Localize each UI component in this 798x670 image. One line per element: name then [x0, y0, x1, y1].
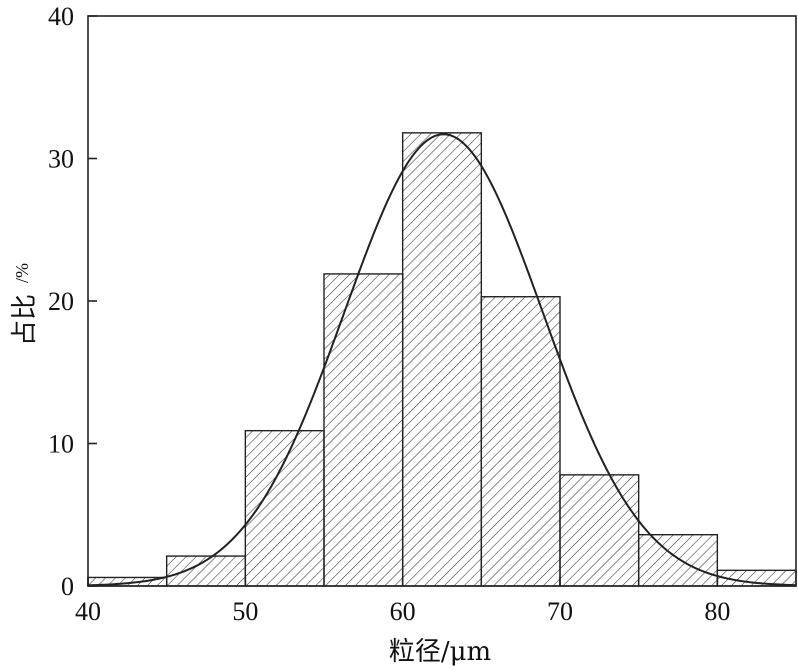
- y-axis-title: 占比 /%: [10, 263, 40, 346]
- histogram-bar-70-75: [559, 474, 640, 587]
- bars-layer: [87, 132, 797, 587]
- histogram-bar-55-60: [323, 273, 404, 587]
- normal-fit-curve: [87, 133, 797, 587]
- y-axis-title-unit: /%: [12, 263, 32, 283]
- histogram-bar-65-70: [480, 296, 561, 587]
- y-tick-label-10: 10: [48, 430, 74, 459]
- x-tick-label-60: 60: [390, 597, 416, 626]
- y-tick-label-0: 0: [61, 572, 74, 601]
- histogram-bar-60-65: [401, 132, 483, 587]
- x-tick-label-70: 70: [547, 597, 573, 626]
- y-tick-label-20: 20: [48, 287, 74, 316]
- x-tick-labels: 40 50 60 70 80: [75, 597, 730, 626]
- y-tick-label-30: 30: [48, 145, 74, 174]
- ticks-layer: [87, 15, 719, 587]
- histogram-bar-75-80: [637, 534, 719, 587]
- x-tick-label-40: 40: [75, 597, 101, 626]
- y-tick-labels: 0 10 20 30 40: [48, 2, 74, 601]
- x-tick-label-80: 80: [704, 597, 730, 626]
- y-tick-label-40: 40: [48, 2, 74, 31]
- x-tick-label-50: 50: [232, 597, 258, 626]
- x-axis-title: 粒径/μm: [389, 637, 491, 667]
- y-axis-title-main: 占比: [10, 294, 40, 346]
